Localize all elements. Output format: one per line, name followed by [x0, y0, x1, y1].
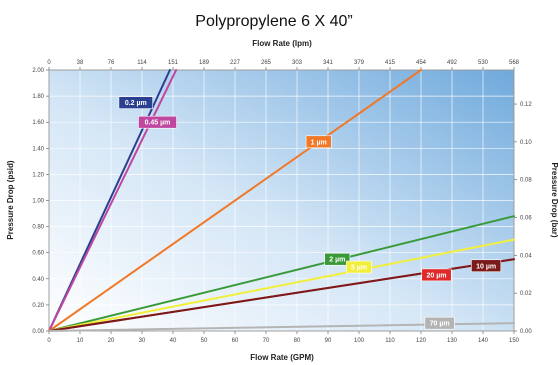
series-labels: 0.2 µm 0.45 µm 1 µm 2 µm 5 µm 20 µm 10 µm 70 µm — [118, 96, 502, 330]
x2-tick-label: 227 — [230, 60, 241, 66]
y-tick-label: 1.60 — [32, 120, 44, 126]
x2-tick-label: 265 — [261, 60, 272, 66]
series-label-box — [346, 260, 372, 274]
x2-tick-label: 76 — [108, 60, 115, 66]
plot-frame — [48, 69, 515, 332]
y-tick-label: 2.00 — [32, 68, 44, 74]
x-tick-label: 40 — [170, 338, 177, 344]
x-tick-label: 50 — [201, 338, 208, 344]
y2-tick-label: 0.04 — [520, 253, 532, 259]
y-tick-label: 0.40 — [32, 277, 44, 283]
series-label-box — [471, 259, 502, 273]
x2-tick-label: 151 — [168, 60, 179, 66]
y-tick-label: 1.40 — [32, 146, 44, 152]
y2-tick-label: 0.06 — [520, 216, 532, 222]
y2-tick-label: 0.12 — [520, 102, 532, 108]
y-tick-label: 0.60 — [32, 251, 44, 257]
y-tick-label: 0.00 — [32, 329, 44, 335]
x2-tick-label: 492 — [447, 60, 458, 66]
x2-tick-label: 303 — [292, 60, 303, 66]
series-line — [48, 69, 422, 332]
x-tick-label: 120 — [416, 338, 427, 344]
y-tick-label: 1.00 — [32, 199, 44, 205]
series-label-box — [118, 96, 154, 109]
series-label: 2 µm — [329, 257, 345, 264]
series-label: 10 µm — [476, 263, 496, 270]
series-label: 5 µm — [351, 265, 367, 272]
x-tick-label: 10 — [77, 338, 84, 344]
x-tick-label: 90 — [325, 338, 332, 344]
x-tick-label: 30 — [139, 338, 146, 344]
y-tick-label: 0.20 — [32, 303, 44, 309]
x2-tick-label: 415 — [385, 60, 396, 66]
series-label-box — [305, 135, 332, 149]
axes: 0 0 10 38 20 76 30 114 40 151 50 189 60 227 70 265 80 303… — [32, 60, 532, 344]
x-tick-label: 70 — [263, 338, 270, 344]
x2-axis-title: Flow Rate (lpm) — [252, 39, 312, 48]
series-label: 0.45 µm — [145, 120, 171, 127]
y2-tick-label: 0.10 — [520, 140, 532, 146]
x2-tick-label: 454 — [416, 60, 427, 66]
series-label-box — [421, 268, 452, 282]
x-axis-title: Flow Rate (GPM) — [250, 353, 314, 362]
x-tick-label: 110 — [385, 338, 395, 344]
x-tick-label: 60 — [232, 338, 239, 344]
x-tick-label: 140 — [478, 338, 489, 344]
y2-axis-title: Pressure Drop (bar) — [550, 162, 558, 237]
x-tick-label: 80 — [294, 338, 301, 344]
y2-tick-label: 0.02 — [520, 291, 532, 297]
x-tick-label: 100 — [354, 338, 365, 344]
series-label: 70 µm — [430, 321, 450, 328]
y-axis-title: Pressure Drop (psid) — [6, 160, 15, 239]
chart-title: Polypropylene 6 X 40” — [195, 13, 352, 30]
x-tick-label: 20 — [108, 338, 115, 344]
y2-tick-label: 0.00 — [520, 329, 532, 335]
series-label-box — [324, 252, 351, 266]
x2-tick-label: 0 — [47, 60, 51, 66]
x2-tick-label: 530 — [478, 60, 489, 66]
series-lines — [48, 69, 515, 332]
y-tick-label: 1.20 — [32, 172, 44, 178]
x-tick-label: 130 — [447, 338, 458, 344]
series-label: 20 µm — [427, 272, 447, 279]
y-tick-label: 0.80 — [32, 225, 44, 231]
x2-tick-label: 189 — [199, 60, 210, 66]
series-line — [48, 69, 178, 332]
y2-tick-label: 0.08 — [520, 178, 532, 184]
x-tick-label: 150 — [509, 338, 520, 344]
series-label-box — [138, 115, 177, 129]
x2-tick-label: 341 — [323, 60, 334, 66]
series-label: 0.2 µm — [125, 100, 147, 107]
x2-tick-label: 568 — [509, 60, 520, 66]
series-line — [48, 238, 515, 332]
series-label: 1 µm — [311, 139, 327, 146]
y-tick-label: 1.80 — [32, 94, 44, 100]
x2-tick-label: 38 — [77, 60, 84, 66]
series-label-box — [424, 316, 455, 330]
series-line — [48, 215, 515, 332]
x2-tick-label: 379 — [354, 60, 365, 66]
x2-tick-label: 114 — [137, 60, 147, 66]
x-tick-label: 0 — [47, 338, 51, 344]
